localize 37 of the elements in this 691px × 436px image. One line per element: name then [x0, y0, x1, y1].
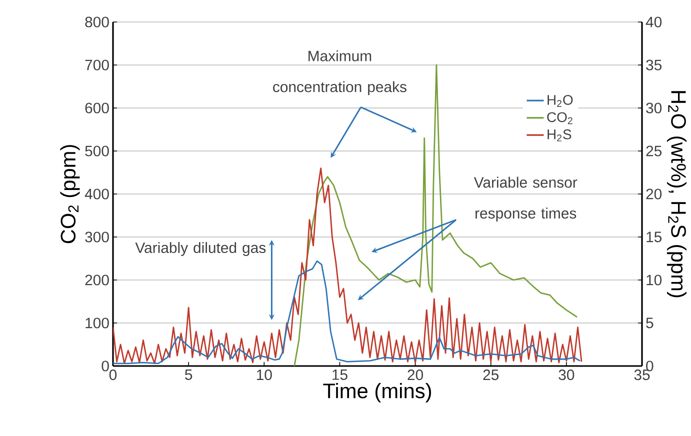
y2-tick-label: 0 — [646, 360, 654, 372]
y-tick-label: 300 — [85, 232, 109, 242]
y-tick-label: 200 — [85, 274, 109, 286]
y2-tick-label: 20 — [646, 188, 662, 200]
text: Maximum concentration peaks — [273, 50, 406, 96]
x-tick-label: 0 — [109, 370, 117, 380]
legend-label: H$_{2}$O — [548, 94, 573, 107]
y-tick-label: 500 — [85, 146, 109, 156]
y2-tick-label: 25 — [646, 146, 662, 156]
x-tick-label: 20 — [408, 370, 424, 380]
y2-tick-label: 30 — [646, 102, 662, 114]
y-tick-label: 800 — [85, 16, 109, 28]
x-tick-label: 10 — [256, 370, 272, 380]
legend-label: CO$_{2}$ — [547, 112, 572, 124]
text: Variable sensor response times — [474, 176, 578, 222]
y-tick-label: 600 — [85, 102, 109, 114]
y2-tick-label: 40 — [646, 16, 662, 28]
y-tick-label: 700 — [85, 60, 109, 70]
y-tick-label: 0 — [102, 360, 109, 372]
y2-tick-label: 35 — [646, 60, 662, 70]
line-series — [113, 168, 582, 364]
line-series — [113, 260, 581, 364]
y-tick-label: 400 — [84, 188, 109, 200]
x-tick-label: 5 — [185, 370, 192, 380]
y2-axis-title: H$_{2}$O (wt%), H$_{2}$S (ppm) — [666, 91, 686, 298]
y-tick-label: 100 — [86, 318, 109, 328]
annotation: Variably diluted gas — [135, 242, 266, 256]
x-tick-label: 35 — [634, 370, 650, 380]
x-axis-title: Time (mins) — [323, 382, 431, 402]
y-axis-title: CO$_{2}$ (ppm) — [60, 145, 80, 244]
legend-label: H$_{2}$S — [548, 129, 572, 142]
x-tick-label: 25 — [483, 370, 499, 380]
y2-tick-label: 5 — [646, 318, 654, 328]
x-tick-label: 15 — [332, 370, 348, 380]
y2-tick-label: 10 — [646, 274, 662, 286]
y2-tick-label: 15 — [646, 232, 662, 242]
x-tick-label: 30 — [558, 370, 574, 380]
